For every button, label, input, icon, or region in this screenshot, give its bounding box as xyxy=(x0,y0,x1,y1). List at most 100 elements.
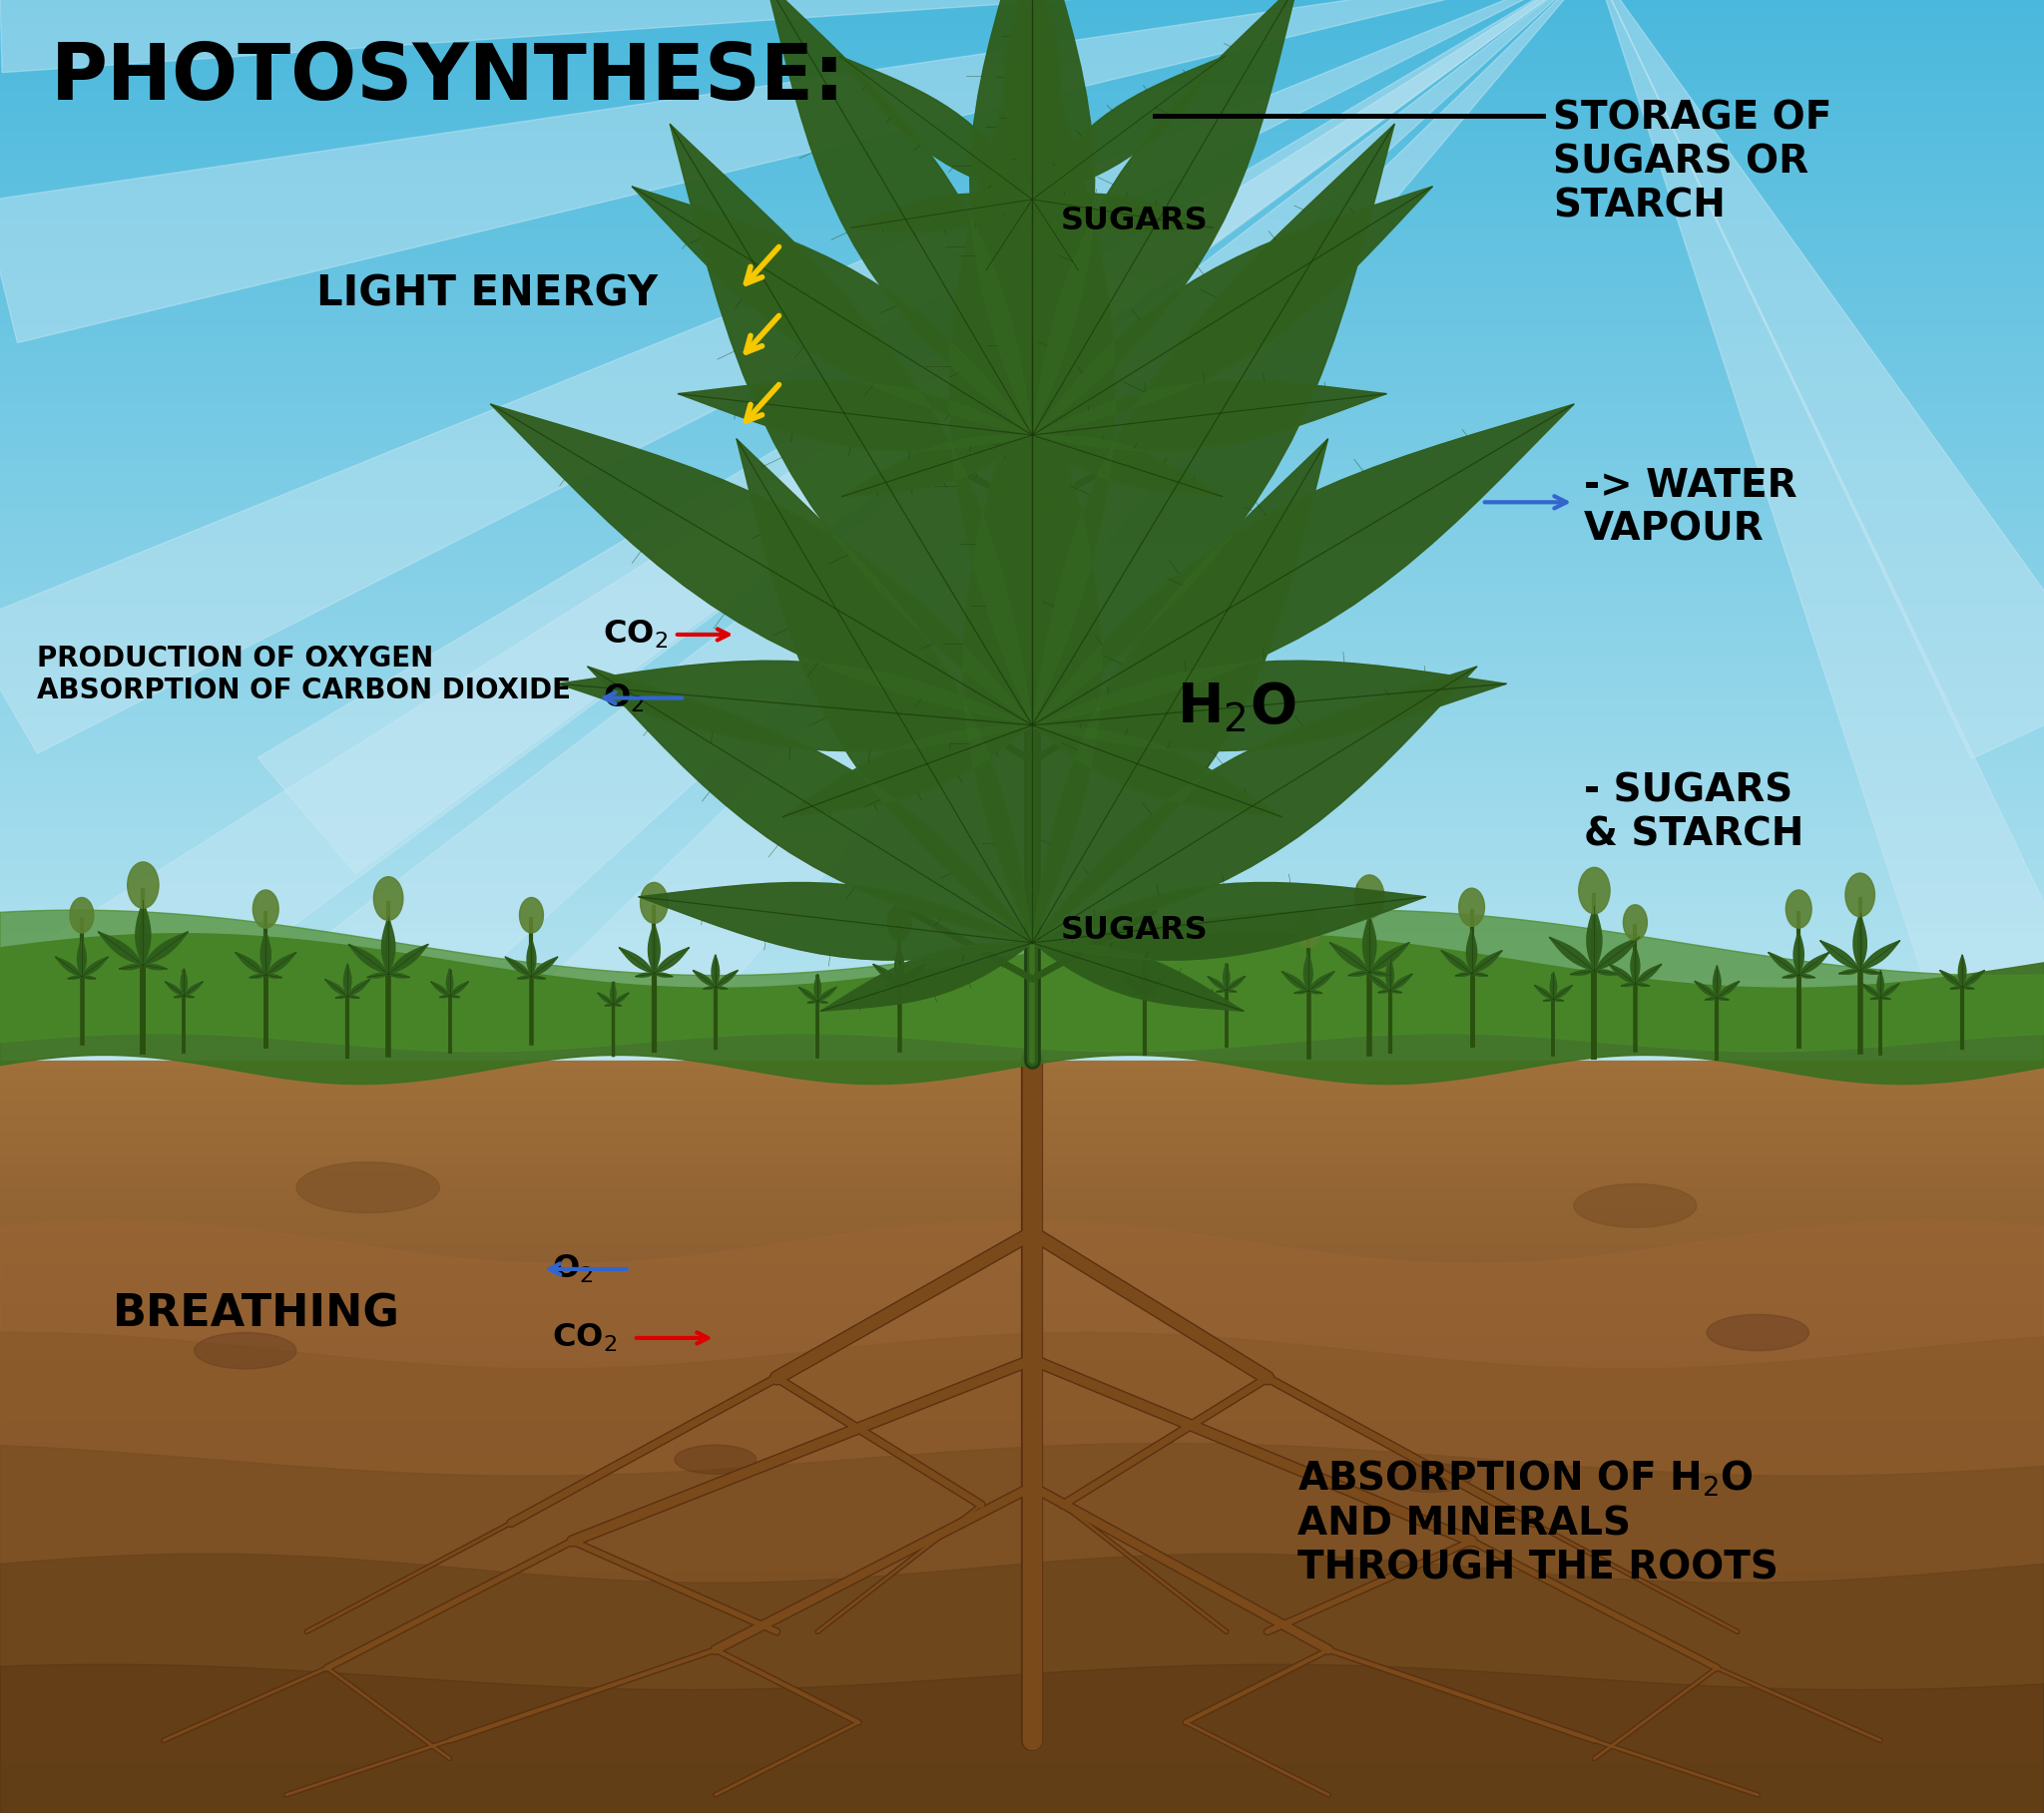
Polygon shape xyxy=(1032,0,1298,435)
Polygon shape xyxy=(119,965,143,970)
Polygon shape xyxy=(1854,914,1866,970)
Polygon shape xyxy=(1860,970,1880,974)
Polygon shape xyxy=(679,381,1032,451)
Polygon shape xyxy=(184,981,202,995)
Polygon shape xyxy=(1141,961,1149,992)
Polygon shape xyxy=(1455,974,1472,975)
Polygon shape xyxy=(1282,972,1308,992)
Polygon shape xyxy=(654,974,672,977)
Polygon shape xyxy=(971,0,1094,435)
Text: O$_2$: O$_2$ xyxy=(603,682,644,714)
Polygon shape xyxy=(1032,199,1079,270)
Polygon shape xyxy=(531,975,546,979)
Polygon shape xyxy=(818,1001,828,1003)
Polygon shape xyxy=(822,943,1032,1012)
Text: CO$_2$: CO$_2$ xyxy=(603,618,668,651)
Polygon shape xyxy=(1363,916,1376,972)
Polygon shape xyxy=(184,981,202,995)
Ellipse shape xyxy=(640,883,668,923)
Text: LIGHT ENERGY: LIGHT ENERGY xyxy=(317,272,658,315)
Polygon shape xyxy=(885,983,899,986)
Polygon shape xyxy=(638,883,1032,961)
Polygon shape xyxy=(1304,954,1312,992)
Polygon shape xyxy=(1549,937,1594,970)
Polygon shape xyxy=(1472,974,1488,975)
Polygon shape xyxy=(558,660,1032,751)
Polygon shape xyxy=(1032,439,1329,943)
Polygon shape xyxy=(814,974,822,1001)
Polygon shape xyxy=(1795,932,1803,975)
Polygon shape xyxy=(619,948,654,974)
Polygon shape xyxy=(1768,952,1799,975)
Polygon shape xyxy=(873,965,899,984)
Polygon shape xyxy=(1799,952,1829,975)
Polygon shape xyxy=(783,725,1032,818)
Polygon shape xyxy=(1549,972,1558,999)
Polygon shape xyxy=(899,983,914,986)
Polygon shape xyxy=(1122,975,1145,992)
Text: PHOTOSYNTHESE:: PHOTOSYNTHESE: xyxy=(51,40,846,116)
Polygon shape xyxy=(1880,983,1899,997)
Polygon shape xyxy=(1962,970,1985,986)
Polygon shape xyxy=(1145,992,1157,995)
Polygon shape xyxy=(654,948,689,974)
Polygon shape xyxy=(766,0,1032,435)
Polygon shape xyxy=(611,983,615,1004)
Polygon shape xyxy=(1282,972,1308,992)
Polygon shape xyxy=(1004,0,1061,199)
Polygon shape xyxy=(1226,990,1237,992)
Polygon shape xyxy=(1145,975,1167,992)
Polygon shape xyxy=(1553,984,1572,999)
Polygon shape xyxy=(840,56,1032,199)
Polygon shape xyxy=(1694,981,1717,997)
Polygon shape xyxy=(1553,984,1572,999)
Polygon shape xyxy=(1032,883,1427,961)
Polygon shape xyxy=(135,901,151,965)
Polygon shape xyxy=(1717,997,1729,1001)
Polygon shape xyxy=(895,946,903,984)
Polygon shape xyxy=(1378,990,1390,994)
Polygon shape xyxy=(235,952,266,975)
Polygon shape xyxy=(736,439,1032,943)
Polygon shape xyxy=(1570,970,1594,975)
Polygon shape xyxy=(143,965,168,970)
Polygon shape xyxy=(948,7,1116,725)
Polygon shape xyxy=(1880,997,1891,999)
Polygon shape xyxy=(347,979,370,995)
Ellipse shape xyxy=(1574,1184,1697,1227)
Polygon shape xyxy=(736,439,1032,943)
Polygon shape xyxy=(335,995,347,999)
Polygon shape xyxy=(1222,963,1230,990)
Polygon shape xyxy=(446,968,454,995)
Polygon shape xyxy=(1940,970,1962,986)
Polygon shape xyxy=(1840,970,1860,974)
Polygon shape xyxy=(822,943,1032,1012)
Polygon shape xyxy=(1032,404,1574,725)
Ellipse shape xyxy=(1786,890,1811,928)
Polygon shape xyxy=(325,979,347,995)
Polygon shape xyxy=(1472,950,1502,974)
Polygon shape xyxy=(1390,974,1412,990)
Polygon shape xyxy=(807,1001,818,1003)
Polygon shape xyxy=(1032,883,1427,961)
Polygon shape xyxy=(711,955,719,986)
Polygon shape xyxy=(1609,965,1635,984)
Polygon shape xyxy=(807,1001,818,1003)
Polygon shape xyxy=(450,995,460,997)
Polygon shape xyxy=(368,974,388,977)
Polygon shape xyxy=(143,932,188,965)
Polygon shape xyxy=(1216,990,1226,992)
Polygon shape xyxy=(1553,999,1564,1001)
Polygon shape xyxy=(1819,941,1860,970)
Polygon shape xyxy=(1294,990,1308,994)
Polygon shape xyxy=(262,932,270,975)
Polygon shape xyxy=(1032,123,1394,725)
Polygon shape xyxy=(1441,950,1472,974)
Polygon shape xyxy=(174,995,184,997)
Polygon shape xyxy=(670,123,1032,725)
Polygon shape xyxy=(347,945,388,974)
Polygon shape xyxy=(850,194,1032,232)
Polygon shape xyxy=(1308,990,1322,994)
Polygon shape xyxy=(505,957,531,977)
Polygon shape xyxy=(347,945,388,974)
